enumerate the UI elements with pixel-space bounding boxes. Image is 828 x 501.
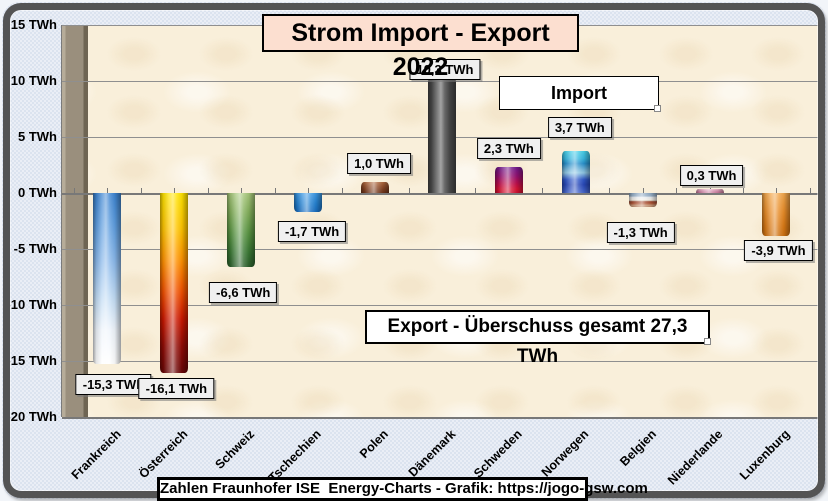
- y-axis-tick-label: -20 TWh: [6, 408, 57, 424]
- category-axis-tick: [341, 187, 343, 193]
- bar-daenemark: [427, 77, 456, 193]
- category-axis-tick: [241, 187, 243, 193]
- gridline--20: [62, 416, 822, 419]
- export-annotation-label: Export - Überschuss gesamt 27,3 TWh: [387, 316, 688, 367]
- bar-schweden: [494, 167, 523, 193]
- bar-luxenburg: [762, 192, 791, 237]
- gridline-0: [62, 192, 822, 195]
- value-label-polen: 1,0 TWh: [347, 152, 411, 174]
- value-label-daenemark: 10,3 TWh: [409, 59, 481, 81]
- axis-wall-3d: [62, 25, 88, 417]
- export-annotation-box[interactable]: Export - Überschuss gesamt 27,3 TWh: [365, 310, 711, 367]
- category-axis-tick: [542, 187, 544, 193]
- y-axis-tick-label: 15 TWh: [10, 16, 57, 32]
- chart-title: Strom Import - Export 2022: [262, 14, 579, 81]
- category-axis-tick: [308, 187, 310, 193]
- category-axis-tick: [107, 187, 109, 193]
- category-axis-tick: [475, 187, 477, 193]
- y-axis-tick-label: -5 TWh: [13, 240, 57, 256]
- gridline--10: [62, 304, 822, 306]
- category-axis-tick: [174, 187, 176, 193]
- import-annotation-label: Import: [551, 83, 607, 103]
- y-axis-tick-label: 10 TWh: [10, 72, 57, 88]
- bar-belgien: [628, 192, 657, 208]
- category-axis-tick: [676, 187, 678, 193]
- resize-handle[interactable]: [704, 338, 711, 345]
- category-axis-tick: [743, 187, 744, 193]
- category-axis-tick: [74, 187, 75, 193]
- value-label-belgien: -1,3 TWh: [606, 222, 675, 244]
- value-label-norwegen: 3,7 TWh: [547, 117, 612, 139]
- import-annotation-box[interactable]: Import: [499, 76, 661, 112]
- value-label-luxenburg: -3,9 TWh: [744, 240, 813, 262]
- value-label-tschechien: -1,7 TWh: [278, 220, 347, 242]
- category-axis-tick: [776, 187, 778, 193]
- category-axis-tick: [642, 187, 644, 193]
- y-axis-line: [61, 25, 62, 417]
- bar-niederlande: [695, 189, 724, 193]
- category-axis-tick: [809, 187, 811, 193]
- plot-right-border: [821, 25, 822, 417]
- value-label-oesterreich: -16,1 TWh: [138, 378, 215, 400]
- category-axis-tick: [140, 187, 142, 193]
- value-label-niederlande: 0,3 TWh: [679, 165, 744, 187]
- bar-polen: [361, 181, 390, 193]
- category-axis-tick: [274, 187, 276, 193]
- category-axis-tick: [609, 187, 611, 193]
- bar-tschechien: [294, 192, 323, 212]
- bar-schweiz: [227, 192, 256, 267]
- y-axis-tick-label: -10 TWh: [6, 296, 57, 312]
- bar-frankreich: [93, 192, 122, 365]
- source-footer: Zahlen Fraunhofer ISE Energy-Charts - Gr…: [157, 477, 648, 501]
- gridline--5: [62, 248, 822, 250]
- gridline--15: [62, 360, 822, 362]
- y-axis-tick-label: -15 TWh: [6, 352, 57, 368]
- value-label-schweiz: -6,6 TWh: [209, 281, 278, 303]
- category-axis-tick: [207, 187, 209, 193]
- bar-oesterreich: [160, 192, 189, 374]
- y-axis-tick-label: 5 TWh: [18, 128, 57, 144]
- category-axis-tick: [408, 187, 410, 193]
- value-label-schweden: 2,3 TWh: [476, 138, 541, 160]
- resize-handle[interactable]: [654, 105, 661, 112]
- bar-norwegen: [561, 151, 590, 193]
- y-axis-tick-label: 0 TWh: [18, 184, 57, 200]
- value-label-frankreich: -15,3 TWh: [75, 374, 152, 396]
